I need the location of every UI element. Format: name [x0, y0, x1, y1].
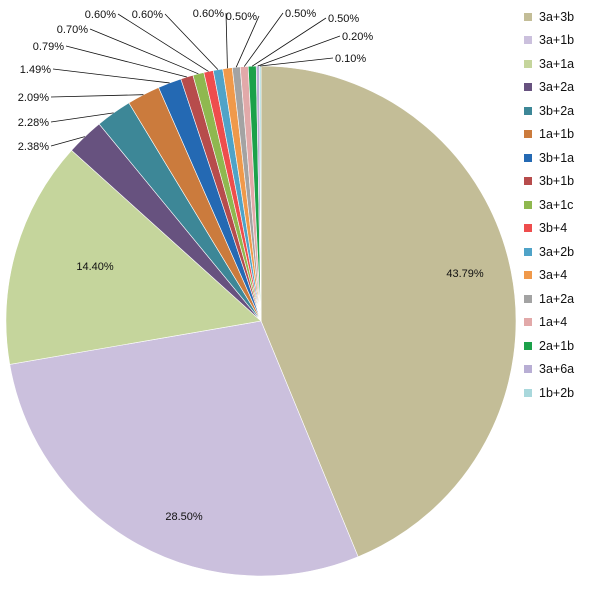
legend-swatch [524, 388, 532, 397]
legend-item-3b+1a: 3b+1a [524, 146, 598, 170]
legend-swatch [524, 318, 532, 327]
legend: 3a+3b 3a+1b 3a+1a 3a+2a 3b+2a 1a+1b 3b+1a 3b+1b… [524, 5, 598, 405]
legend-item-3b+4: 3b+4 [524, 217, 598, 241]
leader-line-3a+4 [225, 12, 228, 69]
legend-label: 3a+6a [539, 362, 575, 377]
legend-item-3a+6a: 3a+6a [524, 358, 598, 382]
data-label-3b+1a: 1.49% [20, 64, 51, 76]
leader-line-3b+2a [50, 112, 114, 123]
legend-label: 3a+2a [539, 80, 575, 95]
legend-swatch [524, 200, 532, 209]
data-label-3b+1b: 0.79% [33, 41, 64, 53]
data-label-1a+1b: 2.09% [18, 92, 49, 104]
legend-item-3b+1b: 3b+1b [524, 170, 598, 194]
legend-item-3a+4: 3a+4 [524, 264, 598, 288]
legend-label: 3b+1a [539, 150, 575, 165]
data-label-3a+2a: 2.38% [18, 141, 49, 153]
legend-label: 1a+4 [539, 315, 568, 330]
pie-chart-canvas: 43.79% 28.50% 14.40% 2.38% 2.28% 2.09% 1.49% 0.… [5, 8, 517, 577]
data-label-1a+2a: 0.50% [226, 11, 257, 23]
legend-item-3a+2a: 3a+2a [524, 76, 598, 100]
data-label-3a+6a: 0.20% [342, 31, 373, 43]
pie-slice-3a+1a [5, 149, 262, 365]
legend-item-3a+3b: 3a+3b [524, 5, 598, 29]
legend-swatch [524, 365, 532, 374]
legend-label: 3b+4 [539, 221, 568, 236]
leader-line-3b+1a [52, 68, 170, 84]
data-label-3a+4: 0.60% [193, 8, 224, 20]
legend-label: 1b+2b [539, 385, 575, 400]
legend-swatch [524, 130, 532, 139]
legend-item-1a+2a: 1a+2a [524, 287, 598, 311]
legend-label: 3a+1a [539, 56, 575, 71]
data-label-3a+1c: 0.70% [57, 24, 88, 36]
legend-swatch [524, 83, 532, 92]
legend-item-1b+2b: 1b+2b [524, 381, 598, 405]
leader-line-1a+1b [50, 94, 144, 98]
data-label-3a+2b: 0.60% [132, 9, 163, 21]
legend-item-3a+2b: 3a+2b [524, 240, 598, 264]
legend-swatch [524, 177, 532, 186]
data-label-3a+3b: 43.79% [446, 268, 484, 280]
legend-swatch [524, 247, 532, 256]
legend-item-2a+1b: 2a+1b [524, 334, 598, 358]
legend-label: 2a+1b [539, 338, 575, 353]
legend-item-3b+2a: 3b+2a [524, 99, 598, 123]
leader-line-1b+2b [260, 57, 334, 67]
legend-swatch [524, 294, 532, 303]
legend-swatch [524, 153, 532, 162]
legend-item-1a+1b: 1a+1b [524, 123, 598, 147]
legend-label: 3b+1b [539, 174, 575, 189]
legend-swatch [524, 36, 532, 45]
data-label-2a+1b: 0.50% [328, 13, 359, 25]
legend-label: 1a+2a [539, 291, 575, 306]
legend-label: 1a+1b [539, 127, 575, 142]
legend-label: 3a+3b [539, 9, 575, 24]
pie-slice-3a+1b [9, 320, 359, 577]
leader-line-2a+1b [251, 17, 327, 67]
leader-line-3a+6a [257, 35, 341, 67]
legend-swatch [524, 59, 532, 68]
leader-line-3a+1c [89, 28, 199, 75]
legend-item-3a+1c: 3a+1c [524, 193, 598, 217]
legend-label: 3b+2a [539, 103, 575, 118]
legend-label: 3a+1b [539, 33, 575, 48]
legend-label: 3a+2b [539, 244, 575, 259]
legend-swatch [524, 12, 532, 21]
data-label-3b+4: 0.60% [85, 9, 116, 21]
leader-line-3b+1b [65, 45, 187, 78]
leader-line-3b+4 [117, 13, 209, 72]
legend-item-3a+1a: 3a+1a [524, 52, 598, 76]
legend-swatch [524, 271, 532, 280]
legend-item-3a+1b: 3a+1b [524, 29, 598, 53]
data-label-3a+1b: 28.50% [165, 511, 203, 523]
legend-label: 3a+4 [539, 268, 568, 283]
legend-swatch [524, 341, 532, 350]
legend-item-1a+4: 1a+4 [524, 311, 598, 335]
data-label-1a+4: 0.50% [285, 8, 316, 20]
data-label-1b+2b: 0.10% [335, 53, 366, 65]
leader-line-3a+2a [50, 136, 85, 147]
data-label-3b+2a: 2.28% [18, 117, 49, 129]
legend-label: 3a+1c [539, 197, 574, 212]
leader-line-1a+4 [243, 12, 284, 67]
leader-line-3a+2b [164, 13, 219, 70]
data-label-3a+1a: 14.40% [76, 261, 114, 273]
legend-swatch [524, 224, 532, 233]
pie-slice-3a+3b [260, 65, 517, 558]
legend-swatch [524, 106, 532, 115]
leader-line-1a+2a [235, 15, 260, 68]
